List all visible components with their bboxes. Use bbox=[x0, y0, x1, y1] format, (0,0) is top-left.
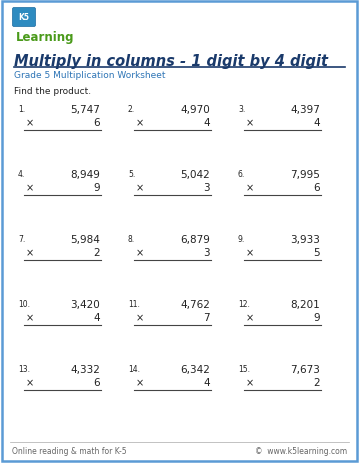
Text: 14.: 14. bbox=[128, 364, 140, 373]
Text: 3: 3 bbox=[204, 182, 210, 193]
Text: ×: × bbox=[26, 247, 34, 257]
Text: 5.: 5. bbox=[128, 169, 135, 179]
Text: 6.: 6. bbox=[238, 169, 245, 179]
Text: 4: 4 bbox=[204, 377, 210, 387]
Text: 8,949: 8,949 bbox=[70, 169, 100, 180]
Text: 2.: 2. bbox=[128, 105, 135, 114]
Text: 4,332: 4,332 bbox=[70, 364, 100, 374]
Text: 3,420: 3,420 bbox=[70, 300, 100, 309]
Text: 1.: 1. bbox=[18, 105, 25, 114]
Text: ×: × bbox=[136, 247, 144, 257]
Text: 2: 2 bbox=[93, 247, 100, 257]
Text: 7,995: 7,995 bbox=[290, 169, 320, 180]
Text: ×: × bbox=[26, 118, 34, 128]
Text: 5,984: 5,984 bbox=[70, 234, 100, 244]
Text: 2: 2 bbox=[313, 377, 320, 387]
Text: 7: 7 bbox=[204, 313, 210, 322]
Text: 13.: 13. bbox=[18, 364, 30, 373]
Text: Grade 5 Multiplication Worksheet: Grade 5 Multiplication Worksheet bbox=[14, 71, 165, 80]
Text: 3: 3 bbox=[204, 247, 210, 257]
Text: 3.: 3. bbox=[238, 105, 245, 114]
Text: ×: × bbox=[246, 313, 254, 322]
Text: Online reading & math for K-5: Online reading & math for K-5 bbox=[12, 446, 127, 455]
Text: Multiply in columns - 1 digit by 4 digit: Multiply in columns - 1 digit by 4 digit bbox=[14, 54, 328, 69]
Text: 6: 6 bbox=[313, 182, 320, 193]
Text: ×: × bbox=[26, 377, 34, 387]
Text: ×: × bbox=[136, 313, 144, 322]
Text: 10.: 10. bbox=[18, 300, 30, 308]
Text: ×: × bbox=[136, 182, 144, 193]
Text: 12.: 12. bbox=[238, 300, 250, 308]
Text: 4: 4 bbox=[204, 118, 210, 128]
Text: 15.: 15. bbox=[238, 364, 250, 373]
Text: 6,342: 6,342 bbox=[180, 364, 210, 374]
Text: ×: × bbox=[246, 182, 254, 193]
Text: ×: × bbox=[246, 118, 254, 128]
Text: 4: 4 bbox=[93, 313, 100, 322]
Text: K5: K5 bbox=[19, 13, 29, 22]
Text: 6: 6 bbox=[93, 118, 100, 128]
Text: 9: 9 bbox=[313, 313, 320, 322]
Text: Find the product.: Find the product. bbox=[14, 87, 91, 96]
Text: 4,762: 4,762 bbox=[180, 300, 210, 309]
Text: 4,970: 4,970 bbox=[180, 105, 210, 115]
Text: 5,747: 5,747 bbox=[70, 105, 100, 115]
Text: 5: 5 bbox=[313, 247, 320, 257]
Text: ×: × bbox=[136, 118, 144, 128]
Text: ©  www.k5learning.com: © www.k5learning.com bbox=[255, 446, 347, 455]
Text: ×: × bbox=[26, 313, 34, 322]
Text: 3,933: 3,933 bbox=[290, 234, 320, 244]
Text: 6: 6 bbox=[93, 377, 100, 387]
Text: 4.: 4. bbox=[18, 169, 25, 179]
Text: 8,201: 8,201 bbox=[290, 300, 320, 309]
FancyBboxPatch shape bbox=[13, 8, 36, 27]
Text: 8.: 8. bbox=[128, 234, 135, 244]
Text: ×: × bbox=[26, 182, 34, 193]
Text: ×: × bbox=[246, 247, 254, 257]
Text: 7,673: 7,673 bbox=[290, 364, 320, 374]
Text: Learning: Learning bbox=[16, 31, 75, 44]
Text: ×: × bbox=[246, 377, 254, 387]
Text: 4,397: 4,397 bbox=[290, 105, 320, 115]
Text: 9: 9 bbox=[93, 182, 100, 193]
Text: 6,879: 6,879 bbox=[180, 234, 210, 244]
Text: 7.: 7. bbox=[18, 234, 25, 244]
Text: 4: 4 bbox=[313, 118, 320, 128]
Text: ×: × bbox=[136, 377, 144, 387]
Text: 9.: 9. bbox=[238, 234, 245, 244]
Text: 5,042: 5,042 bbox=[180, 169, 210, 180]
Text: 11.: 11. bbox=[128, 300, 140, 308]
